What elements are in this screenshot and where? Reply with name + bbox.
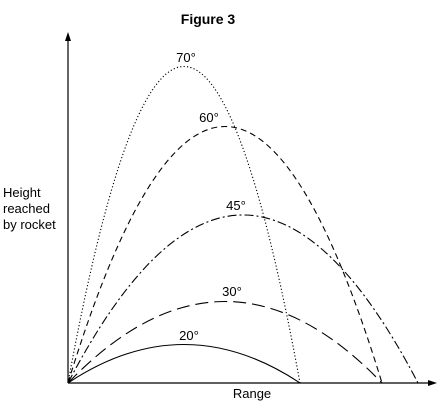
trajectory-20-curve <box>67 344 301 384</box>
x-axis-arrowhead <box>428 380 437 386</box>
y-axis-label-line-3: by rocket <box>3 217 56 232</box>
y-axis-label-line-2: reached <box>3 201 50 216</box>
y-axis-label: Height reached by rocket <box>3 185 56 232</box>
trajectory-45-label: 45° <box>226 198 246 213</box>
trajectory-70-curve <box>67 66 301 384</box>
trajectory-60-curve <box>67 126 383 384</box>
trajectory-45-curve <box>67 214 419 384</box>
trajectory-70-label: 70° <box>176 50 196 65</box>
trajectory-30-label: 30° <box>222 284 242 299</box>
y-axis-arrowhead <box>65 32 71 41</box>
x-axis-label: Range <box>233 386 271 401</box>
trajectory-60-label: 60° <box>199 110 219 125</box>
axes <box>65 32 437 386</box>
trajectory-labels: 70° 60° 45° 30° 20° <box>176 50 246 343</box>
figure-title: Figure 3 <box>181 11 236 27</box>
trajectory-curves <box>67 66 419 384</box>
y-axis-label-line-1: Height <box>3 185 41 200</box>
trajectory-20-label: 20° <box>179 328 199 343</box>
trajectory-30-curve <box>67 301 383 384</box>
